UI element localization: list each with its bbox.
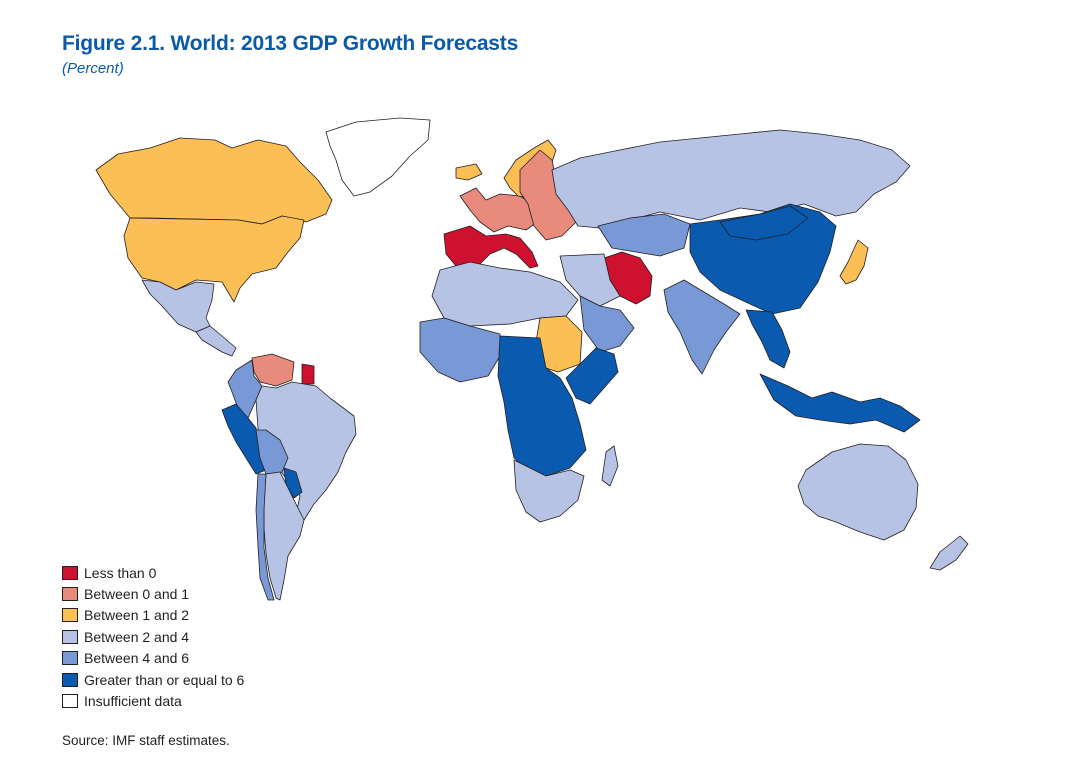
- legend-swatch: [62, 629, 78, 644]
- legend-item-2-to-4: Between 2 and 4: [62, 626, 244, 647]
- region-saudi-arabia: [579, 295, 635, 353]
- legend-swatch: [62, 651, 78, 666]
- legend-label: Between 2 and 4: [84, 628, 190, 645]
- legend-label: Less than 0: [84, 564, 157, 581]
- legend-swatch: [62, 694, 78, 709]
- region-colombia: [227, 359, 263, 419]
- region-suriname: [301, 363, 315, 385]
- region-southern-africa: [513, 459, 585, 523]
- legend-item-less-than-0: Less than 0: [62, 562, 244, 583]
- legend-swatch: [62, 672, 78, 687]
- region-iceland: [455, 163, 483, 181]
- legend-label: Greater than or equal to 6: [84, 671, 245, 688]
- region-central-africa: [497, 335, 587, 477]
- region-central-america: [195, 325, 237, 357]
- legend-item-0-to-1: Between 0 and 1: [62, 583, 244, 604]
- region-russia: [551, 129, 911, 229]
- region-mexico: [141, 279, 215, 333]
- region-east-africa: [565, 347, 619, 405]
- legend-item-insufficient-data: Insufficient data: [62, 690, 244, 711]
- region-middle-east: [559, 253, 621, 307]
- region-eastern-europe: [519, 149, 577, 241]
- source-note: Source: IMF staff estimates.: [62, 733, 230, 748]
- region-west-africa: [419, 317, 501, 383]
- region-kazakhstan: [597, 213, 691, 257]
- region-india: [663, 279, 741, 375]
- legend-swatch: [62, 608, 78, 623]
- region-southeast-asia: [745, 309, 791, 369]
- region-venezuela: [251, 353, 295, 387]
- region-greenland: [325, 117, 431, 197]
- legend-item-1-to-2: Between 1 and 2: [62, 605, 244, 626]
- legend-label: Between 4 and 6: [84, 650, 190, 667]
- legend-swatch: [62, 565, 78, 580]
- region-australia: [797, 443, 919, 541]
- region-new-zealand: [929, 535, 969, 571]
- legend-item-4-to-6: Between 4 and 6: [62, 648, 244, 669]
- legend-label: Insufficient data: [84, 693, 182, 710]
- region-madagascar: [601, 445, 619, 487]
- legend-label: Between 1 and 2: [84, 607, 190, 624]
- map-legend: Less than 0 Between 0 and 1 Between 1 an…: [62, 562, 244, 712]
- region-indonesia: [759, 373, 921, 433]
- region-bolivia: [255, 429, 289, 475]
- region-canada: [95, 137, 333, 225]
- figure-subtitle: (Percent): [62, 60, 124, 77]
- region-united-states: [123, 215, 305, 303]
- legend-label: Between 0 and 1: [84, 586, 190, 603]
- legend-item-6-plus: Greater than or equal to 6: [62, 669, 244, 690]
- region-mongolia: [719, 205, 809, 241]
- region-chile: [255, 473, 275, 601]
- region-iberia-italy: [443, 225, 539, 269]
- figure-title: Figure 2.1. World: 2013 GDP Growth Forec…: [62, 32, 519, 55]
- region-japan: [839, 239, 869, 285]
- legend-swatch: [62, 587, 78, 602]
